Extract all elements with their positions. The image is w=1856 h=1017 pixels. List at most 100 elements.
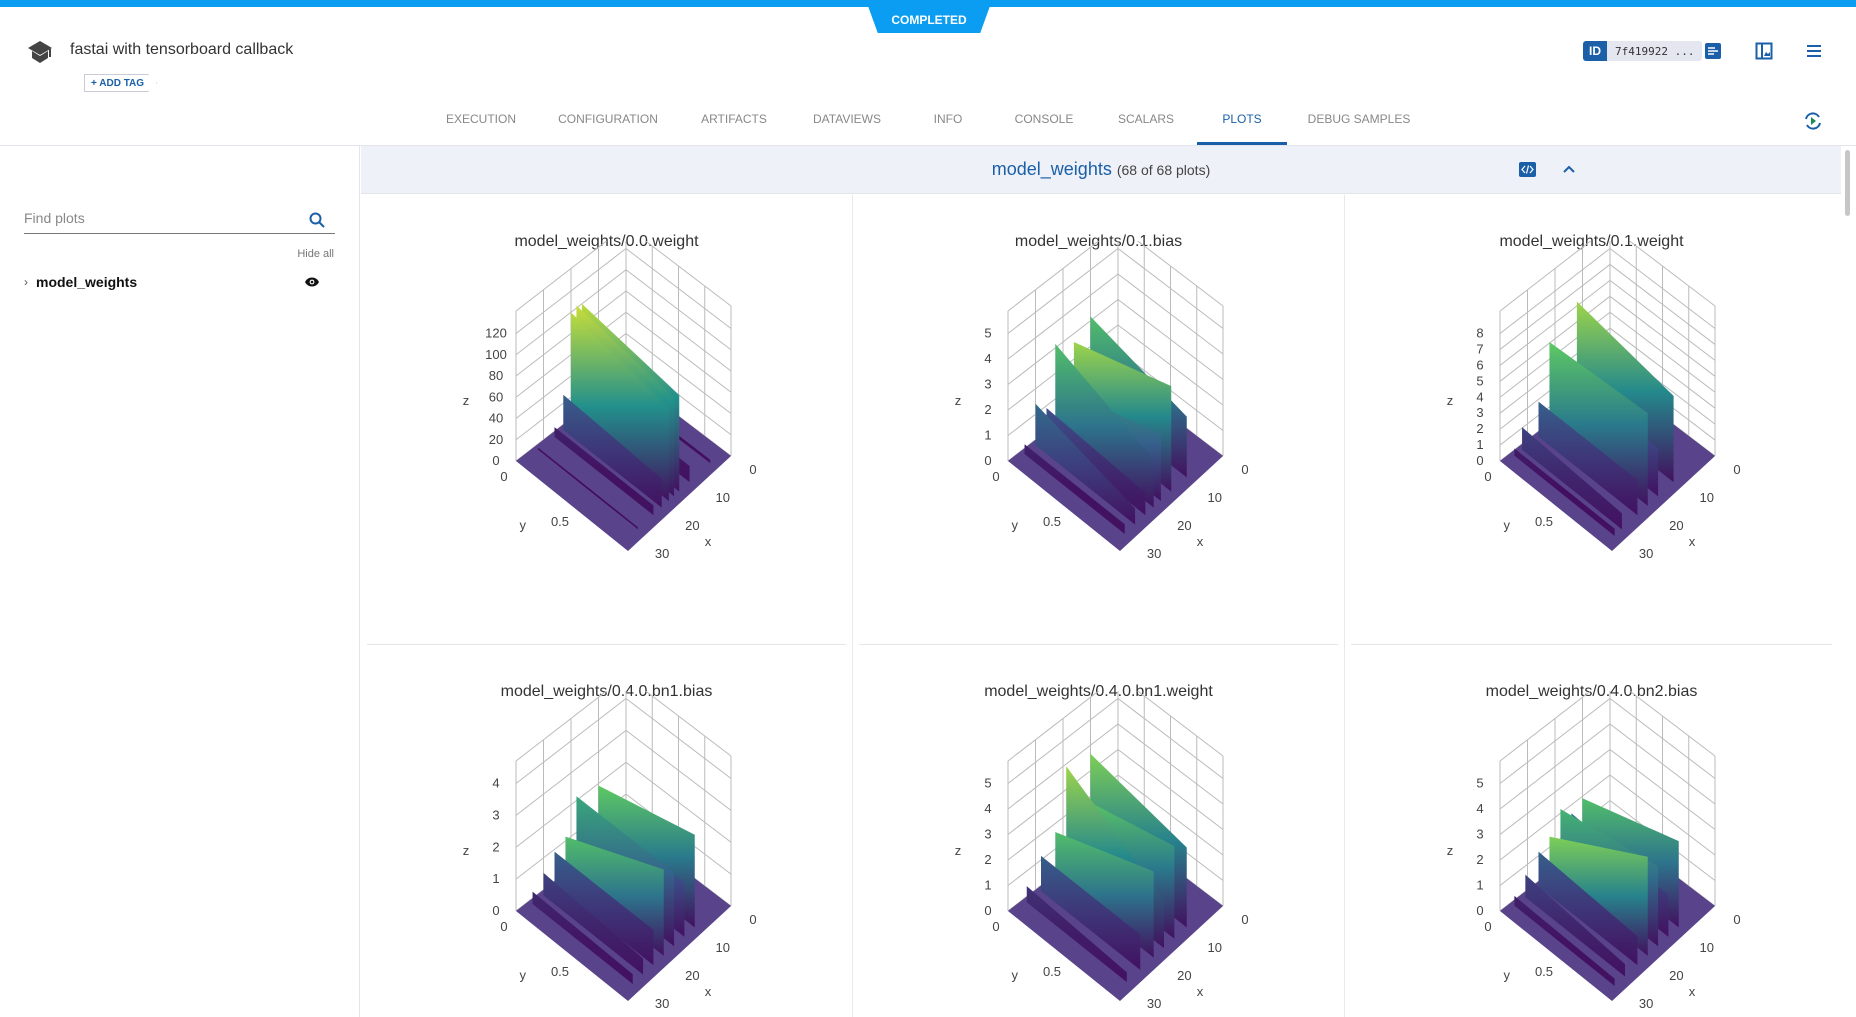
eye-icon[interactable] (304, 276, 320, 288)
z-tick-label: 0 (492, 453, 499, 468)
tab-scalars[interactable]: SCALARS (1117, 112, 1175, 126)
grid-line (1499, 723, 1716, 810)
surface-plot-3d[interactable]: 0 1 2 3 4 0 10 20 30 0 0.5 z y x (361, 691, 853, 1017)
group-label: model_weights (36, 274, 138, 290)
y-tick-label: 0.5 (551, 964, 569, 979)
experiment-title: fastai with tensorboard callback (70, 41, 294, 58)
grid-line (1499, 247, 1716, 334)
surface-ridge (532, 891, 633, 985)
x-tick-label: 0 (749, 912, 756, 927)
surface-ridge (563, 394, 662, 508)
tab-info[interactable]: INFO (933, 112, 963, 126)
y-tick-label: 0 (1484, 919, 1491, 934)
z-tick-label: 4 (984, 351, 991, 366)
box-edge (515, 691, 608, 762)
z-tick-label: 5 (1476, 373, 1483, 388)
z-tick-label: 120 (485, 326, 507, 341)
surface-plot-3d[interactable]: 0 1 2 3 4 5 0 10 20 30 0 0.5 z y x (1345, 691, 1837, 1017)
z-tick-label: 2 (984, 852, 991, 867)
embed-code-icon[interactable] (1519, 162, 1536, 177)
y-tick-label: 0 (1484, 469, 1491, 484)
divider (367, 644, 846, 645)
z-tick-label: 5 (1476, 776, 1483, 791)
progress-bar (0, 0, 1856, 7)
plot-title: model_weights/0.4.0.bn2.bias (1485, 683, 1698, 700)
menu-icon[interactable] (1805, 42, 1823, 60)
box-edge (1136, 691, 1224, 757)
plot-card[interactable]: model_weights/0.1.bias 0 1 2 3 4 5 0 10 20 30 0 0.5 z… (853, 195, 1345, 645)
surface-plot-3d[interactable]: 0 20 40 60 80 100 120 0 10 20 30 0 0.5 z y x (361, 241, 853, 631)
grid-line (515, 793, 732, 880)
surface-ridge (1055, 343, 1154, 508)
x-tick-label: 20 (685, 968, 699, 983)
layout-toggle-icon[interactable] (1755, 42, 1773, 60)
tab-console[interactable]: CONSOLE (1014, 112, 1074, 126)
z-tick-label: 8 (1476, 326, 1483, 341)
surface-ridge (1041, 855, 1141, 970)
auto-refresh-icon[interactable] (1803, 111, 1823, 131)
plot-card[interactable]: model_weights/0.0.weight 0 20 40 60 80 100 120 0… (361, 195, 853, 645)
find-plots-input[interactable] (24, 204, 294, 226)
z-tick-label: 0 (492, 903, 499, 918)
x-tick-label: 0 (1733, 912, 1740, 927)
y-axis-label: y (1012, 968, 1019, 983)
grid-line (1499, 327, 1716, 414)
plot-card[interactable]: model_weights/0.4.0.bn1.weight 0 1 2 3 4 5 0 10 2… (853, 645, 1345, 1017)
plot-card[interactable]: model_weights/0.1.weight 0 1 2 3 4 5 6 7 8 0 10 20 30… (1345, 195, 1838, 645)
plot-card[interactable]: model_weights/0.4.0.bn1.bias 0 1 2 3 4 0 10 20 30… (361, 645, 853, 1017)
z-axis-label: z (1447, 393, 1454, 408)
z-tick-label: 6 (1476, 357, 1483, 372)
section-header[interactable]: model_weights (68 of 68 plots) (361, 146, 1841, 194)
surface-plot-3d[interactable]: 0 1 2 3 4 5 0 10 20 30 0 0.5 z y x (853, 241, 1345, 631)
z-tick-label: 80 (489, 368, 503, 383)
chevron-up-icon[interactable] (1563, 165, 1575, 173)
x-tick-label: 30 (1147, 546, 1161, 561)
z-tick-label: 2 (1476, 421, 1483, 436)
grid-line (515, 311, 732, 398)
box-edge (1007, 241, 1100, 312)
grid-line (1499, 279, 1716, 366)
plot-card[interactable]: model_weights/0.4.0.bn2.bias 0 1 2 3 4 5 0 10 20 3… (1345, 645, 1838, 1017)
grid-line (1499, 295, 1716, 382)
box-edge (1007, 691, 1100, 762)
details-panel-icon[interactable] (1704, 42, 1722, 60)
chevron-right-icon[interactable]: › (24, 275, 28, 289)
tab-plots[interactable]: PLOTS (1222, 112, 1262, 126)
tab-dataviews[interactable]: DATAVIEWS (812, 112, 882, 126)
header-divider (0, 145, 1856, 146)
x-tick-label: 10 (1207, 940, 1221, 955)
y-axis-label: y (520, 518, 527, 533)
tab-artifacts[interactable]: ARTIFACTS (701, 112, 767, 126)
z-tick-label: 40 (489, 411, 503, 426)
scrollbar[interactable] (1845, 150, 1850, 216)
x-tick-label: 20 (1177, 518, 1191, 533)
y-tick-label: 0.5 (551, 514, 569, 529)
grid-line (1007, 748, 1224, 835)
surface-ridge (1576, 301, 1674, 483)
z-tick-label: 7 (1476, 341, 1483, 356)
tab-configuration[interactable]: CONFIGURATION (558, 112, 658, 126)
experiment-id-badge[interactable]: ID 7f419922 ... (1583, 41, 1703, 61)
hide-all-button[interactable]: Hide all (297, 248, 334, 260)
grid-line (1499, 774, 1716, 861)
tab-debug-samples[interactable]: DEBUG SAMPLES (1307, 112, 1411, 126)
z-tick-label: 0 (984, 453, 991, 468)
section-name: model_weights (991, 159, 1112, 179)
add-tag-button[interactable]: + ADD TAG (84, 74, 158, 92)
surface-plot-3d[interactable]: 0 1 2 3 4 5 0 10 20 30 0 0.5 z y x (853, 691, 1345, 1017)
grid-line (515, 269, 732, 356)
box-edge (644, 691, 732, 757)
grid-line (1007, 247, 1224, 334)
surface-ridge (1538, 851, 1638, 966)
tab-execution[interactable]: EXECUTION (445, 112, 517, 126)
surface-ridge (1514, 448, 1615, 536)
z-axis-label: z (955, 393, 962, 408)
x-tick-label: 20 (1669, 518, 1683, 533)
sidebar-group-model-weights[interactable]: › model_weights (24, 274, 324, 290)
grid-lines (1007, 241, 1224, 462)
plots-grid: model_weights/0.0.weight 0 20 40 60 80 100 120 0… (361, 195, 1838, 1017)
search-icon[interactable] (309, 212, 325, 228)
surface-ridge (538, 447, 638, 530)
plots-panel: model_weights (68 of 68 plots) model_wei… (361, 146, 1841, 1017)
